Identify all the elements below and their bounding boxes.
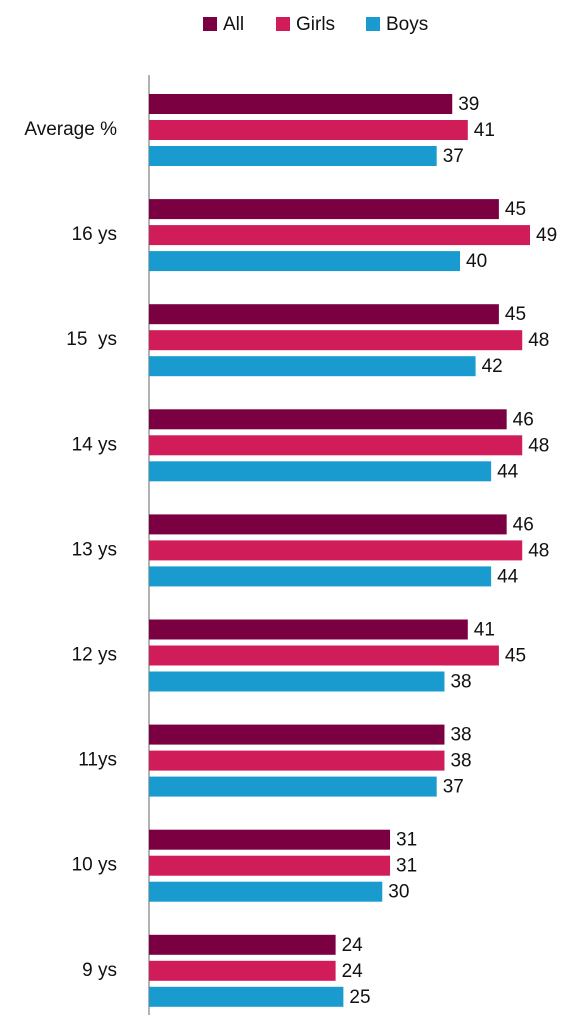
legend-swatch [276, 17, 290, 31]
data-label: 31 [396, 856, 417, 877]
bar [149, 330, 523, 351]
data-label: 44 [497, 461, 519, 482]
data-label: 44 [497, 566, 519, 587]
data-label: 40 [466, 251, 487, 272]
data-label: 24 [342, 935, 364, 956]
bar [149, 671, 445, 692]
bar [149, 461, 492, 482]
category-label: 9 ys [82, 960, 117, 981]
bar [149, 829, 391, 850]
bar [149, 750, 445, 771]
category-label: 14 ys [72, 434, 117, 455]
data-label: 48 [528, 540, 549, 561]
category-label: 15 ys [66, 329, 117, 350]
data-label: 38 [450, 751, 471, 772]
category-label: 11ys [78, 750, 117, 771]
bar [149, 146, 437, 166]
bar [149, 566, 492, 587]
data-label: 30 [388, 882, 409, 903]
data-label: 49 [536, 225, 557, 246]
bar [149, 435, 523, 456]
data-label: 48 [528, 330, 549, 351]
data-label: 39 [458, 94, 479, 115]
data-label: 41 [474, 620, 495, 641]
bar [149, 514, 507, 535]
legend-label: All [223, 14, 244, 35]
bar [149, 934, 336, 955]
legend-label: Boys [386, 14, 428, 35]
bar [149, 855, 391, 876]
legend-swatch [203, 17, 217, 31]
bar [149, 199, 499, 220]
bar [149, 120, 468, 140]
data-label: 24 [342, 961, 364, 982]
bar [149, 776, 437, 797]
bar [149, 724, 445, 745]
data-label: 48 [528, 435, 549, 456]
bar [149, 645, 499, 666]
bar [149, 304, 499, 325]
bar [149, 251, 461, 272]
bar [149, 94, 453, 114]
data-label: 42 [482, 356, 503, 377]
bar [149, 409, 507, 430]
bar [149, 986, 344, 1007]
bar [149, 960, 336, 981]
data-label: 46 [513, 514, 534, 535]
data-label: 31 [396, 830, 417, 851]
category-label: 13 ys [72, 539, 117, 560]
category-label: 10 ys [72, 855, 117, 876]
data-label: 45 [505, 304, 526, 325]
bar [149, 225, 530, 246]
data-label: 46 [513, 409, 534, 430]
data-label: 45 [505, 199, 526, 220]
data-label: 45 [505, 646, 526, 667]
bar [149, 540, 523, 561]
bar [149, 881, 383, 902]
legend-swatch [366, 17, 380, 31]
data-label: 38 [450, 725, 471, 746]
data-label: 37 [443, 146, 464, 167]
category-label: Average % [24, 119, 117, 140]
bar [149, 619, 468, 640]
data-label: 25 [349, 987, 370, 1008]
bar [149, 356, 476, 377]
category-label: 12 ys [72, 645, 117, 666]
data-label: 37 [443, 777, 464, 798]
data-label: 41 [474, 120, 495, 141]
category-label: 16 ys [72, 224, 117, 245]
legend-label: Girls [296, 14, 335, 35]
data-label: 38 [450, 672, 471, 693]
